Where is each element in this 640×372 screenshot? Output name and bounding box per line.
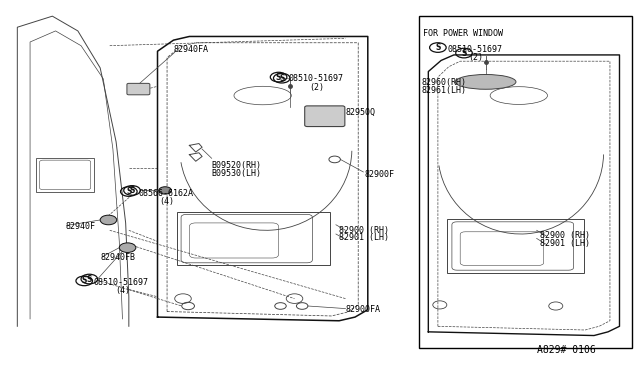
Text: (2): (2): [309, 83, 324, 92]
Text: S: S: [276, 73, 281, 81]
FancyBboxPatch shape: [127, 83, 150, 95]
Text: 82950Q: 82950Q: [346, 108, 376, 117]
Text: 08510-51697: 08510-51697: [94, 278, 148, 287]
Text: S: S: [126, 187, 132, 196]
Text: S: S: [279, 74, 284, 83]
Text: S: S: [129, 186, 134, 195]
Text: 82940F: 82940F: [65, 222, 95, 231]
Text: S: S: [81, 276, 87, 285]
Text: 08566-6162A: 08566-6162A: [138, 189, 193, 198]
Text: 82960(RH): 82960(RH): [422, 78, 467, 87]
Text: 82940FA: 82940FA: [173, 45, 209, 54]
Bar: [419, 16, 632, 349]
Text: (2): (2): [468, 53, 483, 62]
Text: S: S: [461, 49, 467, 58]
Text: S: S: [435, 43, 440, 52]
Text: 82940FB: 82940FB: [100, 253, 135, 263]
Circle shape: [119, 243, 136, 253]
Text: 82961(LH): 82961(LH): [422, 86, 467, 95]
Text: 82900 (RH): 82900 (RH): [339, 226, 389, 235]
Text: 82900FA: 82900FA: [346, 305, 381, 314]
Text: 82900 (RH): 82900 (RH): [540, 231, 590, 240]
Text: FOR POWER WINDOW: FOR POWER WINDOW: [423, 29, 503, 38]
Bar: [36, 158, 94, 192]
Text: (4): (4): [115, 286, 130, 295]
Text: A829# 0106: A829# 0106: [537, 345, 595, 355]
Text: 82901 (LH): 82901 (LH): [540, 240, 590, 248]
Text: 08510-51697: 08510-51697: [288, 74, 343, 83]
Bar: [447, 219, 584, 273]
Text: 08510-51697: 08510-51697: [447, 45, 502, 54]
Text: B09530(LH): B09530(LH): [212, 169, 262, 177]
Text: B09520(RH): B09520(RH): [212, 161, 262, 170]
Text: 82901 (LH): 82901 (LH): [339, 233, 389, 242]
Text: S: S: [86, 275, 92, 283]
Circle shape: [159, 187, 172, 194]
Text: (4): (4): [159, 197, 175, 206]
Bar: [177, 212, 330, 265]
Ellipse shape: [456, 74, 516, 89]
Circle shape: [100, 215, 116, 225]
FancyBboxPatch shape: [305, 106, 345, 126]
Text: 82900F: 82900F: [365, 170, 395, 179]
